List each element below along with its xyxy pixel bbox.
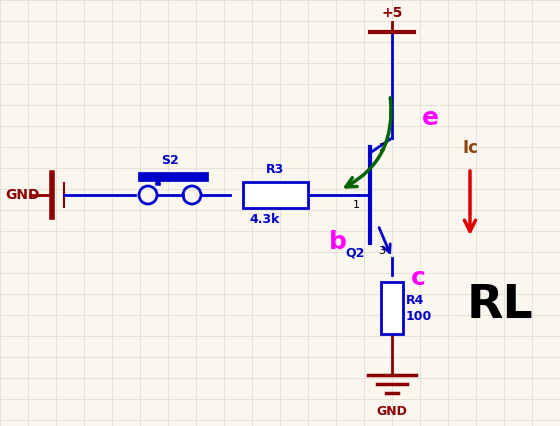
Text: 4.3k: 4.3k (250, 213, 280, 226)
Text: GND: GND (376, 405, 408, 418)
Text: R4: R4 (406, 294, 424, 306)
Text: e: e (422, 106, 438, 130)
Text: Ic: Ic (462, 139, 478, 157)
Text: b: b (329, 230, 347, 254)
Bar (242, 182, 307, 208)
Text: 3: 3 (378, 246, 385, 256)
Text: +5: +5 (381, 6, 403, 20)
Text: GND: GND (5, 188, 40, 202)
Text: RL: RL (466, 282, 533, 328)
Bar (381, 282, 403, 334)
Text: c: c (410, 266, 426, 290)
Text: S2: S2 (161, 154, 179, 167)
Text: 2: 2 (378, 143, 385, 153)
Text: 1: 1 (353, 200, 360, 210)
Text: Q2: Q2 (346, 247, 365, 260)
Text: 100: 100 (406, 310, 432, 322)
Text: R3: R3 (266, 163, 284, 176)
